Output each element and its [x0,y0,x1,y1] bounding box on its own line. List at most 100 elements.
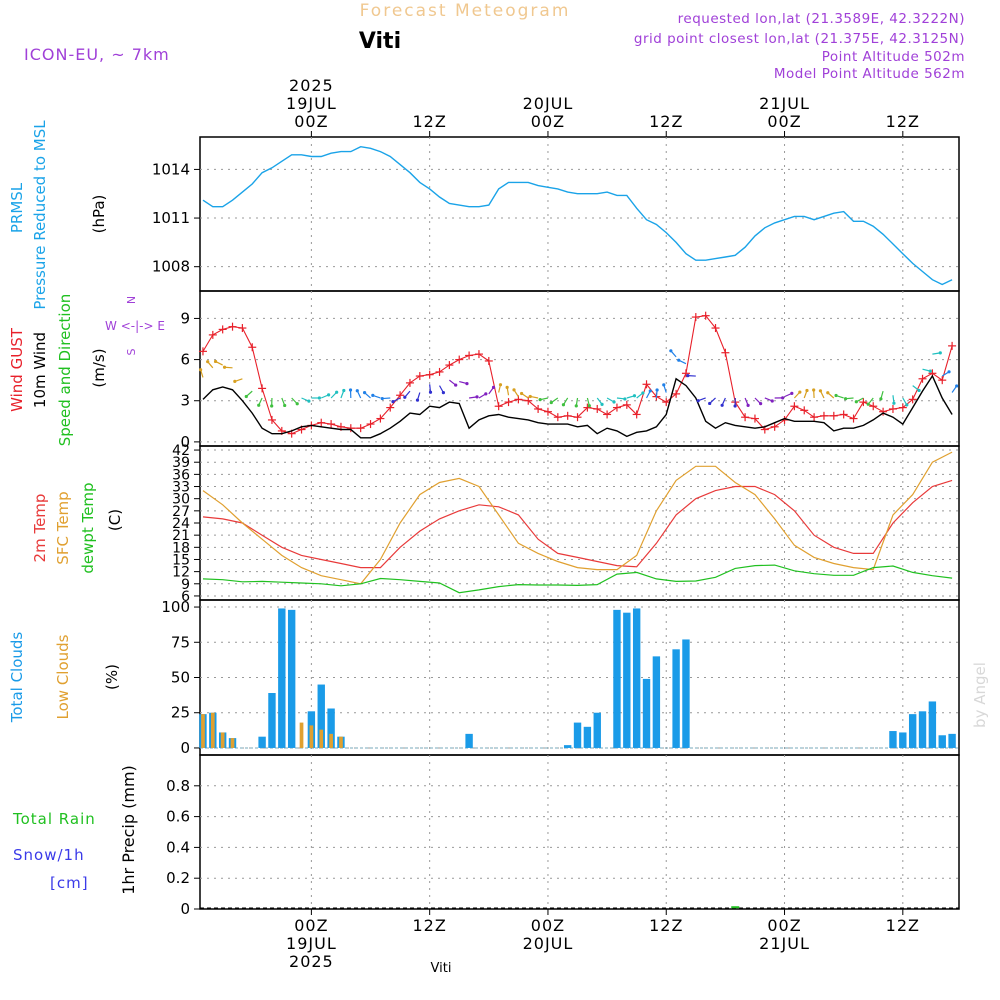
arrow-head [327,393,331,397]
wind-direction-arrow [348,388,353,399]
model-altitude: Model Point Altitude 562m [774,66,965,82]
wind-direction-arrow [764,397,774,403]
arrow-head [708,401,712,406]
wind-direction-arrow [879,390,884,401]
arrow-head [655,388,659,392]
gust-point [534,404,543,413]
gust-point [839,410,848,419]
wind-direction-arrow [803,388,809,399]
gust-point [879,407,888,416]
ytick-label: 0 [180,739,190,757]
arrow-head [362,391,367,395]
ytick-label: 0.4 [166,838,190,856]
wind-direction-arrow [655,388,659,399]
arrow-head [270,404,274,408]
ytick-label: 75 [171,633,190,651]
total-cloud-bar [258,736,266,748]
arrow-head [720,403,724,407]
wind-direction-arrow [754,397,763,406]
gust-point [405,378,414,387]
total-cloud-bar [652,656,661,748]
gust-point [524,396,533,405]
legend-total-rain: Total Rain [12,810,96,828]
gust-point [681,369,690,378]
gust-point [869,402,878,411]
wind-direction-arrow [843,397,854,401]
time-label-bottom: 21JUL [759,934,810,953]
wind-line [202,374,953,439]
wind-direction-arrow [596,397,604,406]
legend-snow: Snow/1h [13,846,85,864]
gust-point [386,403,395,412]
wind-direction-arrow [488,385,496,395]
ytick-label: 0 [180,900,190,918]
wind-direction-arrow [932,351,942,355]
gust-point [543,407,552,416]
wind-direction-arrow [826,391,835,399]
gust-point [918,374,927,383]
arrow-head [892,401,896,405]
gust-point [445,361,454,370]
pressure-unit: (hPa) [90,195,108,234]
arrow-head [244,394,248,399]
ytick-label: 36 [172,467,190,483]
cloud-ylabel-total: Total Clouds [8,632,26,724]
time-label-bottom: 20JUL [523,934,574,953]
arrow-head [403,395,407,399]
ytick-label: 0.8 [166,777,190,795]
gust-point [198,347,207,356]
wind-direction-arrow [708,397,716,406]
gust-point [612,403,621,412]
temp-ylabel-dewpt: dewpt Temp [79,482,97,573]
total-cloud-bar [573,722,582,748]
total-cloud-bar [278,608,286,748]
gust-point [396,391,405,400]
legend-snow-unit: [cm] [50,874,89,892]
wind-direction-arrow [538,397,549,402]
wind-direction-arrow [818,389,825,399]
total-cloud-bar [287,609,296,748]
arrow-head [342,388,346,393]
low-cloud-bar [339,736,343,748]
wind-direction-arrow [686,374,696,378]
ytick-label: 27 [172,504,190,520]
low-cloud-bar [319,729,324,748]
gust-point [603,410,612,419]
arrow-head [295,402,299,406]
arrow-head [938,351,942,355]
total-cloud-bar [938,735,946,748]
low-cloud-bar [299,722,304,748]
gust-point [327,420,336,429]
wind-direction-arrow [586,397,591,408]
ytick-label: 21 [172,528,190,544]
gust-point [642,380,651,389]
total-cloud-bar [327,708,335,748]
ytick-label: 50 [171,669,190,687]
ytick-label: 9 [181,577,190,593]
time-label-bottom: 00Z [531,916,565,935]
gust-point [711,324,720,333]
arrow-head [484,392,488,396]
total-cloud-bar [918,711,927,748]
arrow-head [380,396,384,401]
total-cloud-bar [642,678,651,748]
gust-point [208,330,217,339]
footer-location: Viti [431,961,452,976]
gust-point [248,343,257,352]
wind-direction-arrow [311,396,321,400]
gust-point [908,395,917,404]
time-label-top: 19JUL [286,94,337,113]
arrow-head [213,359,218,364]
temp-line-2 [202,564,953,594]
wind-direction-arrow [606,397,616,404]
wind-direction-arrow [561,397,569,407]
ytick-label: 1011 [152,209,190,227]
total-cloud-bar [623,612,631,748]
arrow-head [475,395,479,399]
panel-frame [199,290,960,447]
wind-direction-arrow [696,397,706,403]
arrow-head [505,385,509,389]
arrow-head [520,391,524,396]
wind-direction-arrow [291,397,299,406]
